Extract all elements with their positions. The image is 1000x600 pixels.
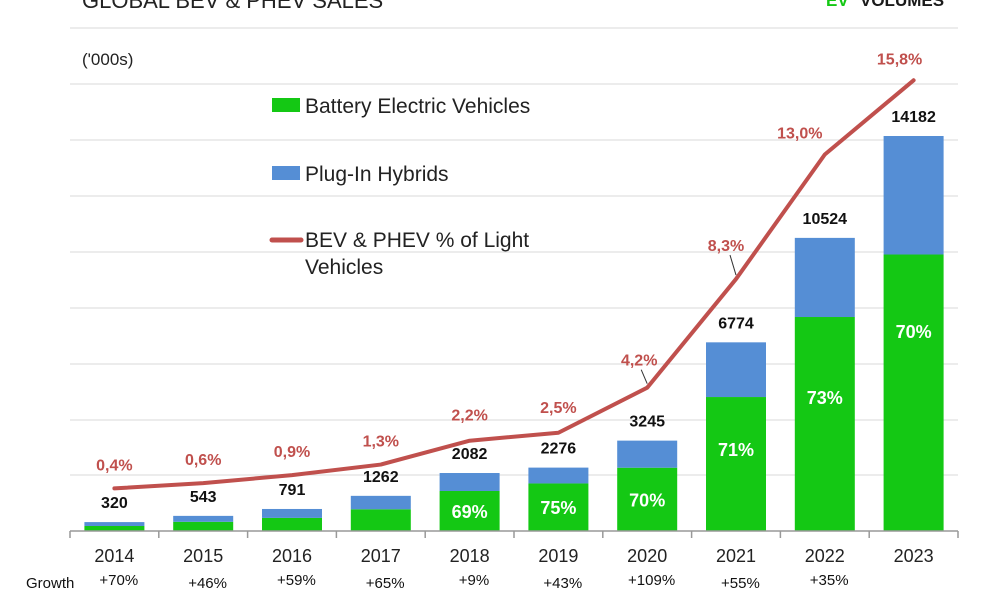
legend-bev-label: Battery Electric Vehicles [305,95,530,118]
x-tick-label-2019: 2019 [538,546,578,566]
share-pct-label-2021: 8,3% [708,238,744,255]
share-pct-label-2023: 15,8% [877,51,922,68]
total-label-2015: 543 [190,489,217,506]
x-tick-label-2014: 2014 [94,546,134,566]
x-tick-label-2018: 2018 [450,546,490,566]
bev-share-label-2023: 70% [896,322,932,342]
legend: Battery Electric Vehicles Plug-In Hybrid… [269,95,530,279]
x-tick-label-2022: 2022 [805,546,845,566]
growth-label-2018: +65% [366,575,405,592]
share-pct-label-2014: 0,4% [96,457,132,474]
total-label-2020: 3245 [629,414,665,431]
total-label-2021: 6774 [718,315,754,332]
legend-line-label-1: BEV & PHEV % of Light [305,229,529,252]
growth-row-label: Growth [26,575,74,592]
share-pct-label-2017: 1,3% [363,434,399,451]
growth-label-2021: +109% [628,572,675,589]
share-pct-label-2018: 2,2% [451,408,487,425]
bev-share-label-2018: 69% [452,502,488,522]
total-label-2018: 2082 [452,446,488,463]
bar-phev-2016 [262,508,322,518]
legend-phev-swatch [272,166,300,180]
total-label-2023: 14182 [891,109,936,126]
x-tick-label-2021: 2021 [716,546,756,566]
x-tick-label-2016: 2016 [272,546,312,566]
bar-bev-2021 [706,397,766,531]
legend-bev-swatch [272,98,300,112]
leader-line-2021 [729,254,737,276]
bar-phev-2015 [173,515,234,522]
total-label-2022: 10524 [803,211,848,228]
gridlines [70,83,958,476]
total-label-2016: 791 [279,482,306,499]
share-line-layer [112,78,916,491]
bar-bev-2019 [528,483,589,531]
bar-bev-2015 [173,521,234,531]
bev-share-label-2020: 70% [629,490,665,510]
growth-label-2019: +9% [459,572,489,589]
share-line [112,78,916,491]
bar-phev-2020 [617,440,678,468]
total-label-2017: 1262 [363,469,399,486]
bars [84,136,944,531]
growth-label-2022: +55% [721,575,760,592]
x-tick-label-2017: 2017 [361,546,401,566]
brand-name: VOLUMES [860,0,944,10]
bev-share-label-2019: 75% [540,498,576,518]
bar-phev-2021 [706,342,766,398]
bar-bev-2018 [439,491,500,531]
bar-phev-2019 [528,467,589,484]
growth-label-2016: +46% [188,575,227,592]
bar-phev-2022 [794,237,855,318]
share-pct-label-2015: 0,6% [185,452,221,469]
bar-phev-2017 [350,495,411,510]
growth-label-2020: +43% [543,575,582,592]
legend-phev-label: Plug-In Hybrids [305,163,449,186]
x-tick-label-2020: 2020 [627,546,667,566]
x-axis: 2014 2015 2016 2017 2018 2019 2020 2021 2022 2023… [26,530,959,592]
bev-share-label-2022: 73% [807,388,843,408]
bar-bev-2017 [350,509,411,531]
total-label-2014: 320 [101,495,128,512]
share-pct-label-2019: 2,5% [540,400,576,417]
x-tick-label-2015: 2015 [183,546,223,566]
data-labels: 320 543 791 1262 2082 69% 2276 75% 3245 70% 6774 71… [96,51,936,522]
growth-label-2015: +70% [99,572,138,589]
bar-phev-2014 [84,522,145,526]
growth-label-2023: +35% [810,572,849,589]
total-label-2019: 2276 [541,441,577,458]
share-pct-label-2020: 4,2% [621,353,657,370]
x-tick-label-2023: 2023 [894,546,934,566]
unit-label: ('000s) [82,50,133,69]
share-pct-label-2022: 13,0% [777,126,822,143]
bar-bev-2020 [617,467,678,531]
bev-share-label-2021: 71% [718,440,754,460]
brand-logo: EV VOLUMES [826,0,944,10]
bar-bev-2023 [883,254,944,531]
share-pct-label-2016: 0,9% [274,444,310,461]
growth-label-2017: +59% [277,572,316,589]
bar-bev-2016 [262,517,322,531]
bar-phev-2018 [439,473,500,492]
bar-bev-2022 [794,317,855,531]
legend-line-label-2: Vehicles [305,256,383,279]
bar-bev-2014 [84,525,145,531]
bar-phev-2023 [883,136,944,255]
leader-line-2020 [640,369,648,384]
chart-title: GLOBAL BEV & PHEV SALES [82,0,383,13]
brand-mark: EV [826,0,849,10]
